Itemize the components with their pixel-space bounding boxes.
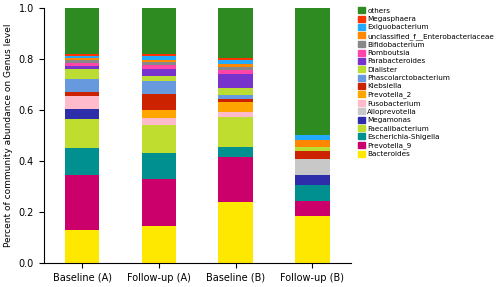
Bar bbox=[295, 8, 330, 135]
Bar bbox=[142, 69, 176, 76]
Bar bbox=[218, 112, 253, 117]
Bar bbox=[295, 135, 330, 140]
Bar bbox=[218, 74, 253, 88]
Bar bbox=[142, 226, 176, 263]
Bar bbox=[142, 110, 176, 118]
Bar bbox=[142, 76, 176, 81]
Y-axis label: Percent of community abundance on Genus level: Percent of community abundance on Genus … bbox=[4, 24, 13, 247]
Bar bbox=[65, 54, 100, 56]
Bar bbox=[65, 60, 100, 63]
Bar bbox=[218, 60, 253, 64]
Bar bbox=[142, 56, 176, 60]
Bar bbox=[218, 99, 253, 102]
Bar bbox=[65, 63, 100, 66]
Bar bbox=[218, 202, 253, 263]
Bar bbox=[142, 125, 176, 154]
Bar bbox=[295, 159, 330, 175]
Bar bbox=[218, 147, 253, 157]
Bar bbox=[65, 8, 100, 54]
Bar bbox=[295, 152, 330, 159]
Bar bbox=[65, 96, 100, 109]
Legend: others, Megasphaera, Exiguobacterium, unclassified_f__Enterobacteriaceae, Bifido: others, Megasphaera, Exiguobacterium, un… bbox=[358, 7, 495, 158]
Bar bbox=[295, 175, 330, 185]
Bar bbox=[295, 216, 330, 263]
Bar bbox=[65, 109, 100, 119]
Bar bbox=[142, 154, 176, 179]
Bar bbox=[142, 60, 176, 62]
Bar bbox=[295, 201, 330, 216]
Bar bbox=[218, 117, 253, 147]
Bar bbox=[295, 140, 330, 147]
Bar bbox=[218, 102, 253, 112]
Bar bbox=[142, 62, 176, 65]
Bar bbox=[65, 119, 100, 148]
Bar bbox=[142, 179, 176, 226]
Bar bbox=[218, 95, 253, 99]
Bar bbox=[65, 148, 100, 175]
Bar bbox=[65, 66, 100, 69]
Bar bbox=[218, 67, 253, 70]
Bar bbox=[142, 8, 176, 54]
Bar bbox=[142, 118, 176, 125]
Bar bbox=[295, 147, 330, 152]
Bar bbox=[142, 54, 176, 56]
Bar bbox=[218, 88, 253, 95]
Bar bbox=[65, 230, 100, 263]
Bar bbox=[218, 8, 253, 58]
Bar bbox=[218, 58, 253, 60]
Bar bbox=[218, 64, 253, 67]
Bar bbox=[218, 157, 253, 202]
Bar bbox=[65, 56, 100, 58]
Bar bbox=[65, 79, 100, 92]
Bar bbox=[142, 81, 176, 94]
Bar bbox=[65, 175, 100, 230]
Bar bbox=[142, 94, 176, 110]
Bar bbox=[218, 70, 253, 74]
Bar bbox=[65, 69, 100, 79]
Bar bbox=[142, 65, 176, 69]
Bar bbox=[65, 92, 100, 96]
Bar bbox=[65, 58, 100, 60]
Bar bbox=[295, 185, 330, 201]
